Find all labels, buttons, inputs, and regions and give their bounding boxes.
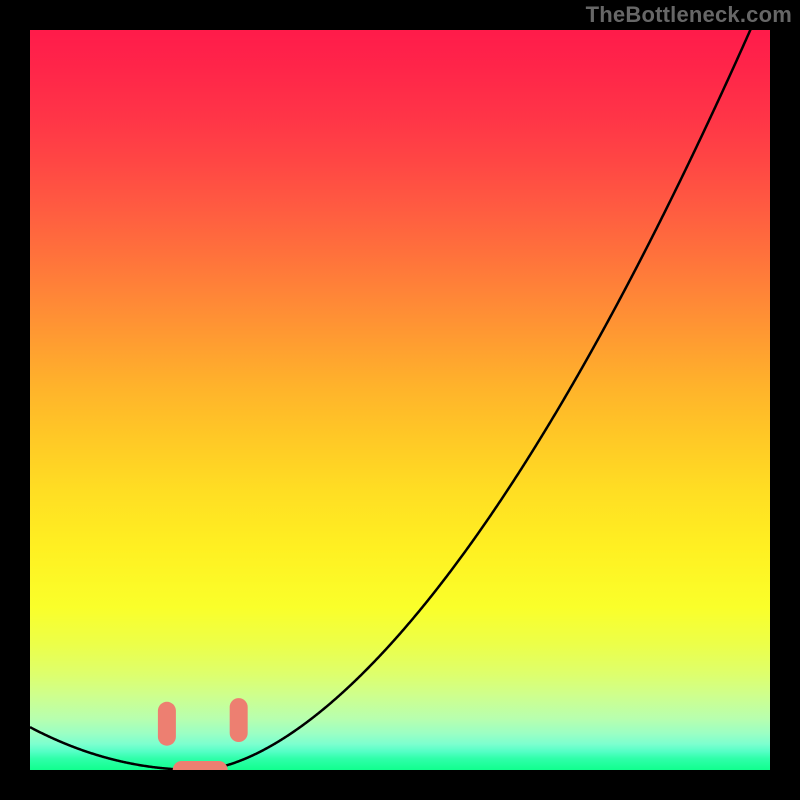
watermark-text: TheBottleneck.com [586,2,792,28]
chart-svg [0,0,800,800]
plot-background [30,30,770,770]
chart-canvas: TheBottleneck.com [0,0,800,800]
